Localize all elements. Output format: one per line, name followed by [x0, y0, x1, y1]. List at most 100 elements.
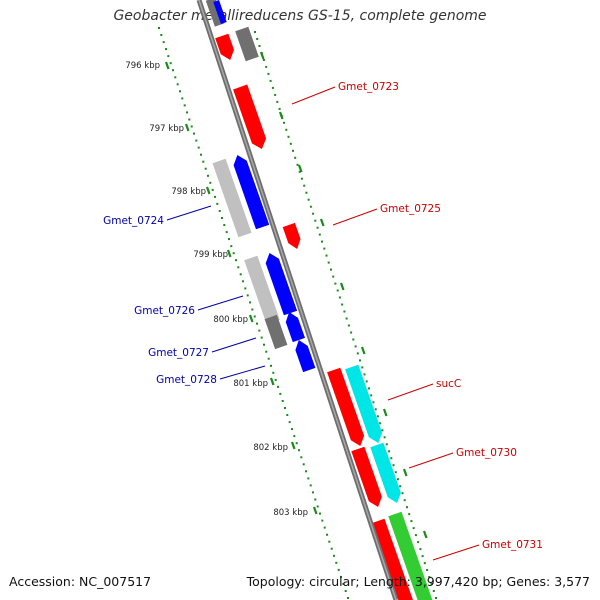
right-tick-dot	[316, 226, 319, 229]
left-tick-dot	[258, 329, 261, 332]
right-tick-dot	[376, 415, 379, 418]
tick-marks	[158, 27, 437, 599]
left-tick-dot	[340, 575, 342, 578]
right-tick-dot	[327, 261, 330, 264]
right-tick-dot	[435, 597, 437, 599]
left-tick-dot	[195, 139, 198, 142]
left-tick-dot	[200, 153, 202, 156]
gene-label-gmet-0730: Gmet_0730	[456, 447, 517, 459]
right-tick-dot	[347, 324, 350, 327]
right-tick-dot	[312, 212, 315, 215]
gc-content-block	[212, 158, 252, 238]
left-tick-dot	[263, 343, 265, 346]
genome-backbone	[196, 0, 399, 600]
right-tick-dot	[394, 471, 397, 474]
left-tick-dot	[272, 371, 275, 374]
right-tick-dot	[412, 527, 415, 530]
major-tick-right	[278, 111, 284, 120]
left-tick-dot	[337, 568, 340, 571]
left-tick-dot	[249, 301, 251, 304]
left-tick-dot	[286, 414, 289, 416]
leader-line-gmet-0731	[432, 544, 480, 561]
right-tick-dot	[289, 142, 292, 145]
scale-tick-label: 801 kbp	[233, 379, 268, 389]
scale-tick-label: 797 kbp	[149, 124, 184, 134]
leader-line-gmet-0727	[211, 337, 257, 353]
major-tick-right	[319, 218, 325, 227]
right-tick-dot	[298, 170, 301, 173]
left-tick-dot	[242, 280, 244, 283]
right-tick-dot	[390, 457, 393, 460]
left-tick-dot	[214, 195, 216, 198]
right-tick-dot	[385, 443, 388, 446]
left-tick-dot	[183, 104, 186, 107]
left-tick-dot	[209, 181, 212, 184]
left-tick-dot	[288, 421, 291, 424]
left-tick-dot	[307, 477, 310, 480]
right-tick-dot	[410, 520, 413, 523]
gene-label-gmet-0725: Gmet_0725	[380, 203, 441, 215]
major-tick-left	[312, 506, 318, 515]
gc-content-block	[244, 255, 280, 325]
left-tick-dot	[204, 167, 207, 170]
scale-tick-label: 803 kbp	[273, 508, 308, 518]
gene-features	[205, 0, 433, 600]
major-tick-right	[422, 530, 428, 539]
right-tick-dot	[332, 275, 335, 278]
right-tick-dot	[423, 562, 426, 565]
gene-gmet-0731	[371, 518, 413, 600]
forward-cds-block	[215, 33, 234, 60]
left-tick-dot	[316, 505, 319, 508]
left-tick-dot	[179, 90, 181, 93]
gene-gmet-0726	[265, 253, 298, 316]
left-tick-dot	[158, 27, 160, 29]
left-tick-dot	[223, 224, 226, 226]
right-tick-dot	[283, 121, 285, 124]
left-tick-dot	[321, 519, 324, 522]
right-tick-dot	[334, 282, 337, 285]
right-tick-dot	[421, 555, 424, 558]
left-tick-dot	[225, 231, 228, 234]
feature-cyan-block	[345, 364, 383, 443]
right-tick-dot	[300, 177, 303, 180]
left-tick-dot	[267, 357, 270, 360]
gene-label-gmet-0723: Gmet_0723	[338, 81, 399, 93]
major-tick-left	[226, 249, 232, 258]
major-tick-left	[248, 314, 254, 323]
right-tick-dot	[287, 135, 290, 138]
gene-label-gmet-0724: Gmet_0724	[103, 215, 164, 227]
right-tick-dot	[406, 506, 408, 509]
left-tick-dot	[323, 526, 326, 529]
right-tick-dot	[262, 59, 265, 61]
gc-skew-block	[264, 314, 288, 350]
right-tick-dot	[359, 359, 361, 362]
right-tick-dot	[363, 373, 366, 376]
right-tick-dot	[419, 548, 422, 551]
backbone-highlight	[198, 0, 397, 600]
right-tick-dot	[381, 429, 384, 432]
major-tick-right	[297, 164, 303, 173]
right-tick-dot	[392, 464, 395, 467]
left-tick-dot	[237, 266, 240, 269]
major-tick-left	[205, 186, 211, 195]
right-tick-dot	[379, 422, 382, 425]
right-tick-dot	[408, 513, 411, 516]
right-tick-dot	[323, 247, 326, 250]
left-tick-dot	[260, 336, 263, 339]
reverse-cds-block	[213, 0, 227, 24]
left-tick-dot	[344, 590, 347, 592]
right-tick-dot	[271, 86, 274, 89]
left-tick-dot	[207, 174, 209, 177]
right-tick-dot	[274, 93, 277, 96]
right-tick-dot	[361, 366, 364, 369]
right-tick-dot	[430, 583, 433, 585]
scale-tick-label: 802 kbp	[253, 443, 288, 453]
right-tick-dot	[383, 436, 386, 439]
left-tick-dot	[197, 146, 200, 149]
genome-stats-text: Topology: circular; Length: 3,997,420 bp…	[246, 574, 590, 589]
left-tick-dot	[328, 540, 331, 543]
feature-cyan-block	[370, 442, 401, 503]
leader-line-gmet-0725	[332, 208, 378, 226]
left-tick-dot	[221, 217, 223, 219]
